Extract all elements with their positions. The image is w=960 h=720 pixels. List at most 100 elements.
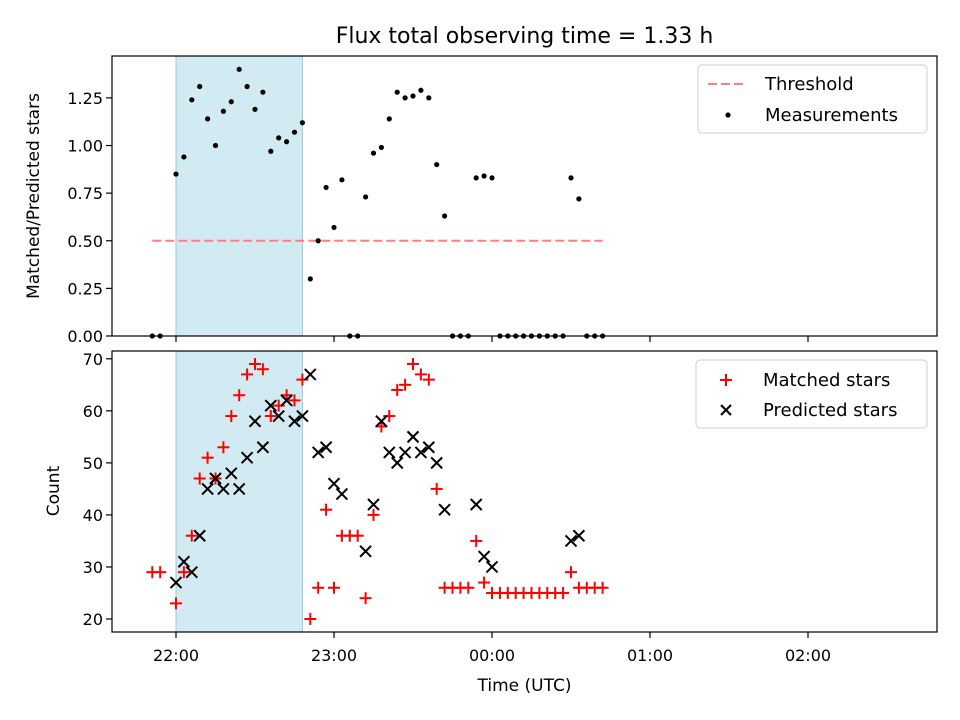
matched-point bbox=[422, 373, 435, 386]
predicted-point bbox=[477, 550, 491, 563]
matched-point bbox=[320, 503, 333, 516]
predicted-point bbox=[248, 415, 262, 428]
ylabel-top: Matched/Predicted stars bbox=[24, 93, 44, 299]
predicted-point bbox=[177, 555, 191, 568]
x-axis-label: Time (UTC) bbox=[477, 676, 572, 696]
matched-point bbox=[185, 529, 198, 542]
predicted-point bbox=[185, 565, 199, 579]
predicted-point bbox=[169, 576, 183, 589]
legend-threshold-label: Threshold bbox=[764, 74, 854, 95]
matched-point bbox=[170, 597, 182, 610]
predicted-point bbox=[398, 446, 412, 459]
measurement-point bbox=[576, 196, 582, 202]
legend-bottom: Matched stars Predicted stars bbox=[695, 359, 928, 429]
measurement-point bbox=[276, 135, 282, 141]
matched-point bbox=[478, 576, 491, 589]
matched-point bbox=[328, 581, 340, 594]
y-tick-label: 1.25 bbox=[67, 89, 103, 108]
measurement-point bbox=[339, 177, 345, 183]
predicted-point bbox=[319, 441, 333, 454]
predicted-point bbox=[469, 498, 483, 511]
x-tick-label: 01:00 bbox=[627, 646, 673, 665]
measurement-point bbox=[173, 171, 179, 177]
plot-area-bottom bbox=[111, 350, 938, 633]
legend-matched-swatch bbox=[720, 374, 732, 386]
predicted-point bbox=[485, 560, 499, 574]
x-tick-label: 00:00 bbox=[469, 646, 515, 665]
legend-predicted-swatch bbox=[720, 404, 732, 416]
predicted-point bbox=[304, 368, 317, 381]
predicted-point bbox=[225, 467, 238, 480]
legend-top-box bbox=[697, 64, 928, 134]
y-tick-label: 1.00 bbox=[67, 137, 103, 156]
predicted-point bbox=[327, 477, 341, 490]
predicted-point bbox=[288, 415, 301, 428]
predicted-point bbox=[438, 503, 451, 516]
measurement-point bbox=[299, 120, 305, 126]
matched-point bbox=[391, 384, 404, 397]
matched-point bbox=[470, 534, 483, 547]
measurement-point bbox=[189, 97, 195, 103]
legend-top: Threshold Measurements bbox=[697, 64, 928, 134]
y-tick-label: 30 bbox=[83, 558, 103, 577]
measurement-point bbox=[284, 139, 290, 145]
matched-point bbox=[312, 581, 325, 594]
predicted-point bbox=[264, 399, 278, 412]
predicted-point bbox=[414, 446, 428, 459]
matched-point bbox=[154, 566, 167, 579]
measurement-point bbox=[442, 213, 448, 219]
matched-point bbox=[414, 368, 427, 381]
ylabel-bottom: Count bbox=[44, 465, 64, 516]
measurement-point bbox=[291, 129, 298, 135]
legend-bottom-box bbox=[695, 359, 928, 429]
chart-title: Flux total observing time = 1.33 h bbox=[336, 24, 714, 49]
measurement-point bbox=[363, 194, 369, 200]
predicted-point bbox=[272, 409, 285, 423]
matched-point bbox=[193, 472, 206, 485]
predicted-point bbox=[209, 472, 222, 485]
matched-point bbox=[225, 410, 238, 423]
measurement-point bbox=[315, 238, 321, 244]
matched-point bbox=[177, 566, 190, 579]
legend-predicted-label: Predicted stars bbox=[763, 400, 897, 421]
measurement-point bbox=[220, 108, 226, 114]
matched-point bbox=[217, 441, 230, 454]
predicted-point bbox=[422, 441, 436, 454]
predicted-point bbox=[256, 441, 270, 454]
measurement-point bbox=[212, 142, 219, 149]
predicted-point bbox=[367, 498, 380, 511]
measurement-point bbox=[244, 83, 250, 90]
predicted-point bbox=[232, 482, 246, 496]
measurement-point bbox=[394, 89, 400, 95]
measurement-point bbox=[402, 95, 408, 101]
measurement-point bbox=[434, 161, 440, 168]
y-ticks-bottom: 20 30 40 50 60 70 bbox=[83, 350, 112, 629]
measurement-point bbox=[205, 116, 211, 122]
predicted-point bbox=[359, 545, 372, 558]
y-tick-label: 70 bbox=[83, 350, 103, 369]
predicted-point bbox=[193, 529, 206, 542]
matched-point bbox=[462, 581, 475, 594]
measurement-point bbox=[181, 154, 187, 160]
measurement-point bbox=[260, 89, 266, 95]
predicted-point bbox=[375, 415, 388, 428]
measurement-point bbox=[473, 175, 479, 181]
matched-point bbox=[241, 368, 254, 381]
matched-point bbox=[264, 410, 277, 423]
matched-point bbox=[201, 451, 214, 464]
measurement-point bbox=[489, 175, 495, 181]
matched-point bbox=[249, 358, 261, 371]
measurement-point bbox=[323, 184, 329, 191]
matched-point bbox=[557, 586, 570, 599]
measurement-point bbox=[228, 99, 234, 105]
x-tick-label: 22:00 bbox=[153, 646, 199, 665]
y-tick-label: 20 bbox=[83, 610, 103, 629]
measurement-point bbox=[370, 150, 377, 156]
panel-ratio: 0.00 0.25 0.50 0.75 1.00 1.25 Matched/Predict… bbox=[24, 55, 938, 346]
predicted-point bbox=[201, 482, 214, 496]
matched-point bbox=[399, 378, 412, 391]
measurement-point bbox=[378, 144, 384, 151]
legend-measurement-swatch bbox=[725, 112, 731, 118]
predicted-point bbox=[335, 487, 349, 501]
